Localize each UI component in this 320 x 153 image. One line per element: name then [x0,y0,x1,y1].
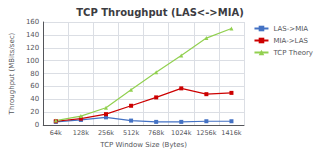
svg-text:TCP Window Size (Bytes): TCP Window Size (Bytes) [99,141,187,149]
svg-text:80: 80 [30,70,39,78]
svg-text:40: 40 [30,95,39,103]
svg-text:64k: 64k [50,129,62,137]
svg-text:Throughput (MBits/sec): Throughput (MBits/sec) [8,32,16,115]
svg-text:256k: 256k [98,129,114,137]
svg-text:TCP Throughput (LAS<->MIA): TCP Throughput (LAS<->MIA) [76,7,243,18]
svg-text:LAS->MIA: LAS->MIA [273,25,308,33]
svg-text:512k: 512k [123,129,139,137]
svg-text:TCP Theory: TCP Theory [272,49,313,57]
svg-text:60: 60 [30,82,39,90]
svg-text:1024k: 1024k [171,129,192,137]
svg-text:120: 120 [26,44,39,52]
svg-text:768k: 768k [148,129,164,137]
svg-text:100: 100 [26,57,39,65]
svg-text:MIA->LAS: MIA->LAS [273,37,308,45]
svg-text:1416k: 1416k [221,129,242,137]
svg-text:20: 20 [30,108,39,116]
svg-text:140: 140 [26,31,39,39]
svg-text:1256k: 1256k [196,129,217,137]
svg-text:0: 0 [35,121,39,129]
svg-text:128k: 128k [73,129,89,137]
svg-text:160: 160 [26,18,39,26]
